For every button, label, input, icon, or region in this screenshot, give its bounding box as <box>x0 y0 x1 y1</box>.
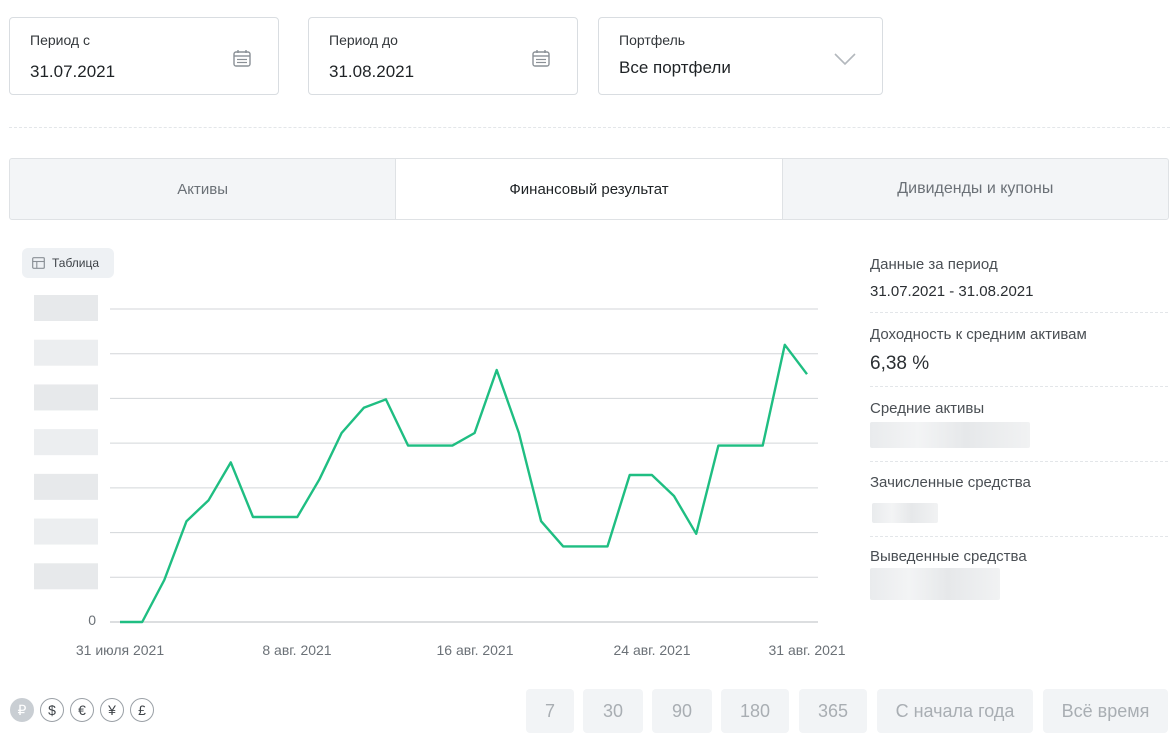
ruble-icon[interactable]: ₽ <box>10 698 34 722</box>
redacted-value <box>872 503 938 523</box>
summary-period-value: 31.07.2021 - 31.08.2021 <box>870 283 1034 300</box>
filters-divider <box>9 127 1170 128</box>
period-from-label: Период с <box>30 32 90 48</box>
pound-icon[interactable]: £ <box>130 698 154 722</box>
summary-divider <box>870 312 1168 313</box>
portfolio-select[interactable]: Портфель Все портфели <box>598 17 883 95</box>
period-180-button[interactable]: 180 <box>721 689 789 733</box>
tab-financial-result[interactable]: Финансовый результат <box>396 159 783 219</box>
chevron-down-icon[interactable] <box>834 52 856 66</box>
summary-withdrawn-label: Выведенные средства <box>870 548 1027 565</box>
table-icon <box>32 257 45 269</box>
redacted-y-label <box>34 384 98 411</box>
tab-dividends-coupons[interactable]: Дивиденды и купоны <box>897 180 1054 197</box>
summary-divider <box>870 461 1168 462</box>
portfolio-label: Портфель <box>619 32 686 48</box>
dollar-icon[interactable]: $ <box>40 698 64 722</box>
period-ytd-button[interactable]: С начала года <box>877 689 1033 733</box>
period-to-value[interactable]: 31.08.2021 <box>329 62 415 81</box>
summary-yield-label: Доходность к средним активам <box>870 326 1087 343</box>
x-tick-label: 16 авг. 2021 <box>436 642 513 658</box>
redacted-y-label <box>34 339 98 366</box>
redacted-y-label <box>34 429 98 456</box>
summary-yield-value: 6,38 % <box>870 353 930 374</box>
redacted-y-label <box>34 563 98 590</box>
tab-assets[interactable]: Активы <box>10 159 397 219</box>
table-view-label: Таблица <box>52 256 100 270</box>
x-tick-label: 8 авг. 2021 <box>262 642 331 658</box>
period-7-button[interactable]: 7 <box>526 689 574 733</box>
x-tick-label: 24 авг. 2021 <box>613 642 690 658</box>
summary-period: Данные за период 31.07.2021 - 31.08.2021 <box>870 256 1168 300</box>
summary-yield: Доходность к средним активам 6,38 % <box>870 326 1168 375</box>
tabs-bar: Активы Финансовый результат Дивиденды и … <box>9 158 1169 220</box>
series-line <box>120 343 808 624</box>
x-tick-label: 31 авг. 2021 <box>768 642 845 658</box>
redacted-y-label <box>34 295 98 321</box>
period-from-field[interactable]: Период с 31.07.2021 <box>9 17 279 95</box>
summary-withdrawn: Выведенные средства <box>870 548 1168 565</box>
table-view-button[interactable]: Таблица <box>22 248 114 278</box>
redacted-y-label <box>34 473 98 500</box>
summary-deposited-label: Зачисленные средства <box>870 474 1031 491</box>
summary-divider <box>870 386 1168 387</box>
calendar-icon[interactable] <box>531 48 551 68</box>
summary-period-label: Данные за период <box>870 256 998 273</box>
chart-gridlines <box>110 308 818 623</box>
summary-avg-assets-label: Средние активы <box>870 400 985 417</box>
yen-icon[interactable]: ¥ <box>100 698 124 722</box>
summary-avg-assets: Средние активы <box>870 400 1168 417</box>
redacted-value <box>870 568 1000 600</box>
euro-icon[interactable]: € <box>70 698 94 722</box>
calendar-icon[interactable] <box>232 48 252 68</box>
x-tick-label: 31 июля 2021 <box>76 642 164 658</box>
period-to-label: Период до <box>329 32 398 48</box>
y-axis-labels-redacted <box>34 295 98 590</box>
period-365-button[interactable]: 365 <box>799 689 867 733</box>
period-to-field[interactable]: Период до 31.08.2021 <box>308 17 578 95</box>
period-from-value[interactable]: 31.07.2021 <box>30 62 116 81</box>
portfolio-value[interactable]: Все портфели <box>619 58 731 77</box>
y-tick-label: 0 <box>88 612 96 628</box>
period-90-button[interactable]: 90 <box>652 689 712 733</box>
redacted-y-label <box>34 518 98 545</box>
summary-deposited: Зачисленные средства <box>870 474 1168 491</box>
financial-result-chart: 0 31 июля 2021 8 авг. 2021 16 авг. 2021 … <box>34 295 846 658</box>
period-30-button[interactable]: 30 <box>583 689 643 733</box>
period-all-time-button[interactable]: Всё время <box>1043 689 1168 733</box>
summary-divider <box>870 536 1168 537</box>
redacted-value <box>870 422 1030 448</box>
